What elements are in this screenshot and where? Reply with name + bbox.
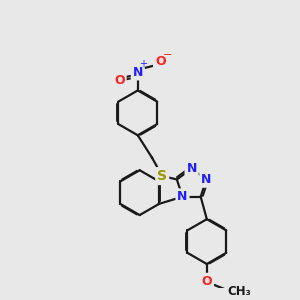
Text: O: O (114, 74, 125, 87)
Text: N: N (133, 66, 143, 79)
Text: O: O (202, 274, 212, 288)
Text: N: N (177, 190, 188, 203)
Text: S: S (157, 169, 167, 183)
Text: O: O (155, 56, 166, 68)
Text: −: − (163, 50, 172, 60)
Text: N: N (201, 173, 211, 186)
Text: +: + (139, 59, 147, 69)
Text: N: N (186, 162, 197, 175)
Text: CH₃: CH₃ (227, 285, 251, 298)
